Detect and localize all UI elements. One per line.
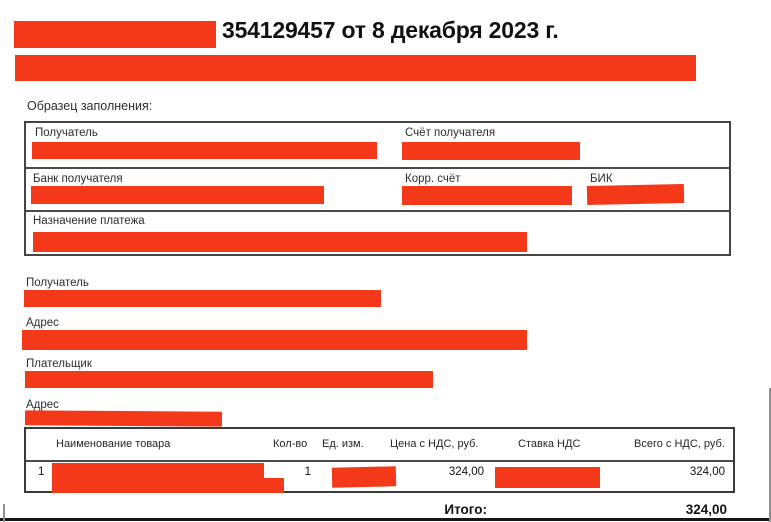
bik-value-redaction bbox=[586, 183, 685, 206]
recipient-account-field-label: Счёт получателя bbox=[405, 127, 496, 139]
corr-account-field-label: Корр. счёт bbox=[405, 173, 461, 185]
recipient-account-value-redaction bbox=[402, 142, 580, 160]
col-header-unit: Ед. изм. bbox=[322, 438, 364, 450]
total-cell: 324,00 bbox=[689, 466, 725, 478]
price-cell: 324,00 bbox=[448, 466, 484, 478]
bik-field-label: БИК bbox=[590, 173, 613, 185]
row-number-cell: 1 bbox=[38, 466, 45, 478]
payment-details-box: Получатель Счёт получателя Банк получате… bbox=[24, 121, 731, 256]
col-header-quantity: Кол-во bbox=[273, 438, 308, 450]
purpose-field-label: Назначение платежа bbox=[33, 215, 145, 227]
vat-rate-cell-redaction bbox=[495, 467, 600, 488]
table-header-separator bbox=[26, 460, 733, 462]
sample-caption: Образец заполнения: bbox=[27, 99, 153, 113]
col-header-total-vat: Всего с НДС, руб. bbox=[634, 438, 725, 450]
bank-field-label: Банк получателя bbox=[33, 173, 123, 185]
party-payer-address-label: Адрес bbox=[26, 399, 59, 411]
party-recipient-address-redaction bbox=[22, 330, 527, 350]
corr-account-value-redaction bbox=[402, 186, 572, 205]
item-name-redaction-overflow bbox=[52, 478, 284, 493]
col-header-price-vat: Цена с НДС, руб. bbox=[390, 438, 479, 450]
items-table bbox=[24, 427, 735, 493]
totals-value: 324,00 bbox=[685, 502, 727, 517]
party-payer-value-redaction bbox=[25, 371, 433, 388]
box-divider bbox=[26, 167, 729, 169]
party-payer-label: Плательщик bbox=[26, 358, 92, 370]
header-bar-redaction-block bbox=[15, 55, 696, 81]
purpose-value-redaction bbox=[33, 232, 527, 252]
col-header-item-name: Наименование товара bbox=[56, 438, 171, 450]
title-redaction-block bbox=[14, 21, 216, 48]
unit-cell-redaction bbox=[331, 466, 397, 488]
item-name-redaction bbox=[52, 463, 264, 478]
box-divider bbox=[26, 210, 729, 212]
recipient-value-redaction bbox=[32, 142, 377, 159]
bank-value-redaction bbox=[31, 186, 324, 204]
party-recipient-address-label: Адрес bbox=[26, 317, 59, 329]
page-bottom-border bbox=[0, 518, 771, 521]
party-recipient-value-redaction bbox=[24, 290, 381, 307]
totals-label: Итого: bbox=[444, 502, 487, 517]
page-title: 354129457 от 8 декабря 2023 г. bbox=[222, 17, 559, 43]
page-left-edge bbox=[3, 504, 5, 522]
party-payer-address-redaction bbox=[24, 410, 223, 427]
page-right-edge bbox=[769, 388, 771, 522]
party-recipient-label: Получатель bbox=[26, 277, 89, 289]
recipient-field-label: Получатель bbox=[35, 127, 98, 139]
col-header-vat-rate: Ставка НДС bbox=[518, 438, 581, 450]
quantity-cell: 1 bbox=[304, 466, 311, 478]
